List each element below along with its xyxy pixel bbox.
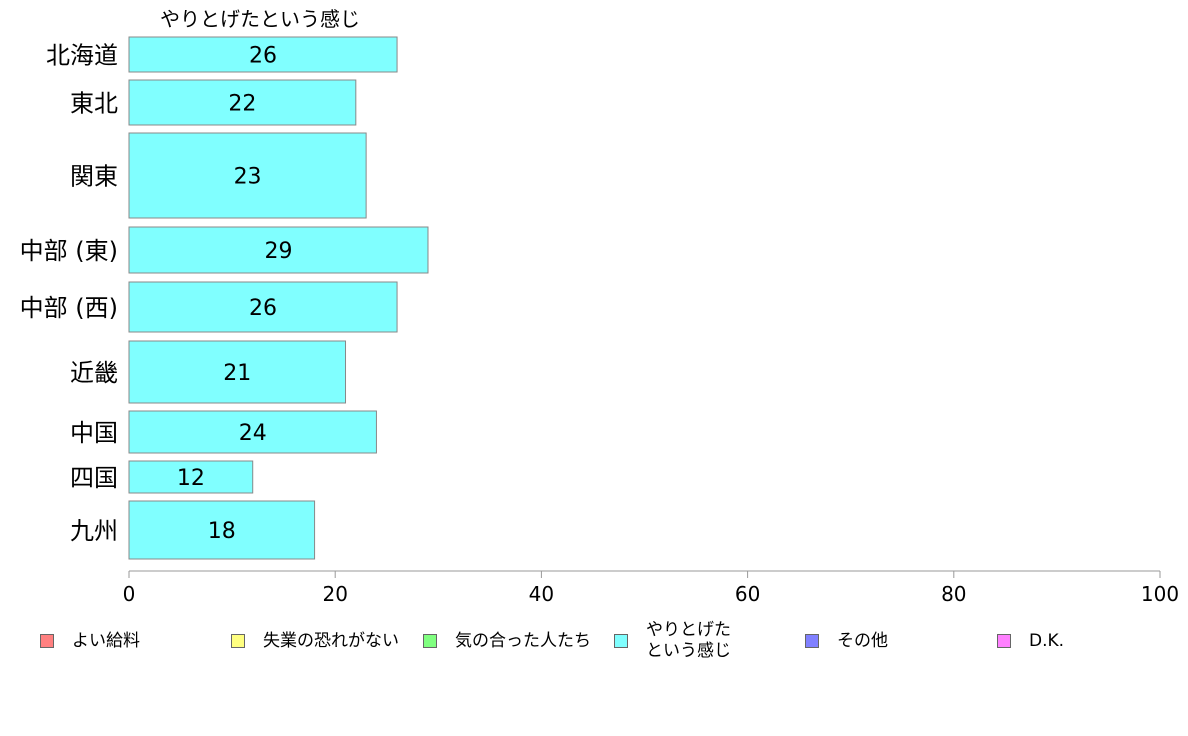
bar-value-label: 26	[249, 296, 277, 321]
legend-label: 失業の恐れがない	[263, 630, 399, 651]
legend-item: D.K.	[997, 618, 1064, 664]
legend-label: 気の合った人たち	[455, 630, 591, 651]
x-tick-label: 40	[529, 582, 554, 606]
bar-value-label: 23	[234, 165, 262, 190]
legend-swatch	[997, 634, 1011, 648]
bar	[128, 460, 254, 494]
category-label: 中国	[70, 419, 118, 447]
x-tick-label: 80	[941, 582, 966, 606]
legend-item: 気の合った人たち	[423, 618, 591, 664]
legend-swatch	[231, 634, 245, 648]
bar-value-label: 21	[223, 361, 251, 386]
category-label: 東北	[70, 90, 118, 118]
bar	[128, 132, 367, 219]
category-label: 中部 (東)	[20, 237, 118, 265]
bar-chart: やりとげたという感じ 26 北海道 22 東北 23 関東 29 中部 (東) 26 中部 (西)…	[20, 7, 1179, 606]
bar	[128, 500, 316, 560]
x-tick-label: 20	[322, 582, 347, 606]
legend-item: やりとげた という感じ	[614, 618, 731, 664]
x-tick-label: 100	[1141, 582, 1179, 606]
legend-item: その他	[805, 618, 888, 664]
bar-value-label: 24	[239, 421, 267, 446]
bar-value-label: 29	[264, 239, 292, 264]
legend-swatch	[614, 634, 628, 648]
bar	[128, 226, 429, 274]
category-label: 中部 (西)	[20, 294, 118, 322]
legend-item: 失業の恐れがない	[231, 618, 399, 664]
legend-label: よい給料	[72, 630, 140, 651]
legend-swatch	[423, 634, 437, 648]
category-label: 九州	[70, 517, 118, 545]
legend-swatch	[805, 634, 819, 648]
x-tick-label: 0	[123, 582, 136, 606]
bar	[128, 410, 377, 454]
legend-label: やりとげた という感じ	[646, 620, 731, 661]
bar-value-label: 22	[228, 92, 256, 117]
bar	[128, 36, 398, 73]
bar-value-label: 26	[249, 44, 277, 69]
legend-item: よい給料	[40, 618, 140, 664]
bar-value-label: 18	[208, 519, 236, 544]
bar	[128, 281, 398, 333]
legend-swatch	[40, 634, 54, 648]
category-label: 北海道	[46, 42, 118, 70]
category-label: 関東	[70, 163, 118, 191]
legend: よい給料 失業の恐れがない 気の合った人たち やりとげた という感じ その他 D.K.	[0, 618, 1188, 668]
legend-label: その他	[837, 630, 888, 651]
bar	[128, 340, 347, 404]
chart-title: やりとげたという感じ	[160, 7, 360, 31]
bar	[128, 79, 357, 126]
category-label: 四国	[70, 464, 118, 492]
bar-value-label: 12	[177, 466, 205, 491]
legend-label: D.K.	[1029, 630, 1065, 651]
category-label: 近畿	[70, 359, 118, 387]
x-tick-label: 60	[735, 582, 760, 606]
